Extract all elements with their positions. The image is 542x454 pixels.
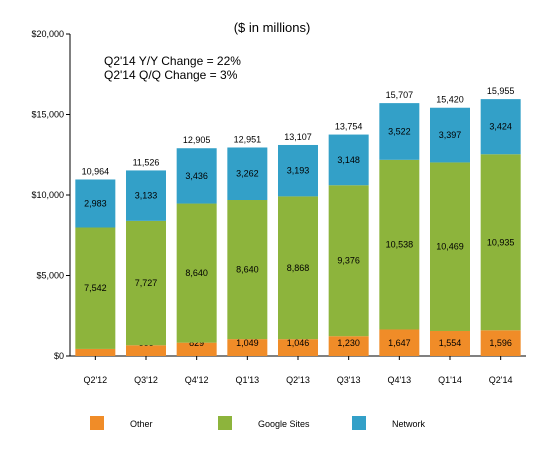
data-label: 829 xyxy=(189,338,204,348)
bar-segment xyxy=(278,144,318,197)
legend-item: Network xyxy=(352,416,426,430)
x-axis: Q2'12 Q3'12 Q4'12 Q1'13 Q2'13 Q3'13 Q4'13 Q1'14… xyxy=(70,355,526,385)
total-label: 15,955 xyxy=(487,86,515,96)
bars: 4397,5422,98310,9646667,7273,13311,52682… xyxy=(75,86,521,356)
data-label: 1,049 xyxy=(236,338,259,348)
data-label: 8,640 xyxy=(185,268,208,278)
bar-segment xyxy=(227,339,268,356)
total-label: 15,420 xyxy=(436,95,464,105)
data-label: 10,538 xyxy=(386,240,414,250)
x-tick-label: Q3'12 xyxy=(134,375,158,385)
bar-segment xyxy=(126,220,166,346)
bar-segment xyxy=(430,330,470,356)
data-label: 10,935 xyxy=(487,237,515,247)
data-label: 3,522 xyxy=(388,126,411,136)
data-label: 1,647 xyxy=(388,338,411,348)
x-tick-label: Q2'13 xyxy=(286,375,310,385)
bar-segment xyxy=(278,339,318,356)
legend-swatch xyxy=(90,416,104,430)
x-tick-label: Q1'13 xyxy=(235,375,259,385)
bar-segment xyxy=(480,154,521,331)
x-tick-label: Q4'13 xyxy=(387,375,411,385)
x-tick-label: Q3'13 xyxy=(337,375,361,385)
data-label: 10,469 xyxy=(436,242,464,252)
y-tick-label: $15,000 xyxy=(31,110,64,120)
data-label: 1,596 xyxy=(489,338,512,348)
bar-segment xyxy=(379,103,420,160)
data-label: 7,542 xyxy=(84,283,107,293)
bar-segment xyxy=(227,200,268,340)
bar-segment xyxy=(379,159,420,330)
legend-label: Google Sites xyxy=(258,419,310,429)
bar-segment xyxy=(126,345,166,356)
data-label: 3,436 xyxy=(185,171,208,181)
bar-segment xyxy=(176,148,217,204)
y-tick-label: $0 xyxy=(54,351,64,361)
bar-segment xyxy=(176,342,217,356)
bar-segment xyxy=(480,99,521,155)
bar-segment xyxy=(75,348,116,356)
data-label: 7,727 xyxy=(135,278,158,288)
bar-segment xyxy=(176,203,217,343)
annotation-yoy: Q2'14 Y/Y Change = 22% xyxy=(104,54,241,68)
legend-swatch xyxy=(352,416,366,430)
data-label: 1,554 xyxy=(439,338,462,348)
bar-segment xyxy=(75,227,116,349)
bar-segment xyxy=(227,147,268,201)
total-label: 10,964 xyxy=(82,166,110,176)
y-axis: $0 $5,000 $10,000 $15,000 $20,000 xyxy=(31,29,71,361)
data-label: 3,397 xyxy=(439,130,462,140)
data-label: 3,262 xyxy=(236,169,259,179)
bar-segment xyxy=(480,330,521,356)
bar-segment xyxy=(430,162,470,331)
y-tick-label: $5,000 xyxy=(36,271,64,281)
data-label: 9,376 xyxy=(337,256,360,266)
data-label: 3,148 xyxy=(337,155,360,165)
x-tick-label: Q2'12 xyxy=(83,375,107,385)
legend-swatch xyxy=(218,416,232,430)
data-label: 3,193 xyxy=(287,166,310,176)
total-label: 13,754 xyxy=(335,122,363,132)
legend-label: Network xyxy=(392,419,426,429)
total-label: 12,905 xyxy=(183,135,211,145)
legend-item: Other xyxy=(90,416,153,430)
bar-segment xyxy=(75,179,116,228)
bar-segment xyxy=(126,170,166,221)
chart-title: ($ in millions) xyxy=(234,20,311,35)
total-label: 13,107 xyxy=(284,132,312,142)
bar-segment xyxy=(328,185,369,337)
data-label: 3,424 xyxy=(489,122,512,132)
data-label: 3,133 xyxy=(135,191,158,201)
bar-segment xyxy=(430,107,470,163)
bar-segment xyxy=(328,134,369,186)
bar-segment xyxy=(278,196,318,340)
legend-item: Google Sites xyxy=(218,416,310,430)
x-tick-label: Q4'12 xyxy=(185,375,209,385)
x-tick-label: Q1'14 xyxy=(438,375,462,385)
data-label: 8,640 xyxy=(236,265,259,275)
total-label: 11,526 xyxy=(133,157,160,167)
data-label: 2,983 xyxy=(84,198,107,208)
bar-segment xyxy=(328,336,369,356)
legend: Other Google Sites Network xyxy=(90,416,426,430)
legend-label: Other xyxy=(130,419,153,429)
y-tick-label: $20,000 xyxy=(31,29,64,39)
total-label: 12,951 xyxy=(234,134,262,144)
annotation-qoq: Q2'14 Q/Q Change = 3% xyxy=(104,68,238,82)
data-label: 1,230 xyxy=(337,338,360,348)
data-label: 8,868 xyxy=(287,263,310,273)
total-label: 15,707 xyxy=(386,90,414,100)
data-label: 1,046 xyxy=(287,338,310,348)
y-tick-label: $10,000 xyxy=(31,190,64,200)
bar-segment xyxy=(379,329,420,356)
x-tick-label: Q2'14 xyxy=(489,375,513,385)
